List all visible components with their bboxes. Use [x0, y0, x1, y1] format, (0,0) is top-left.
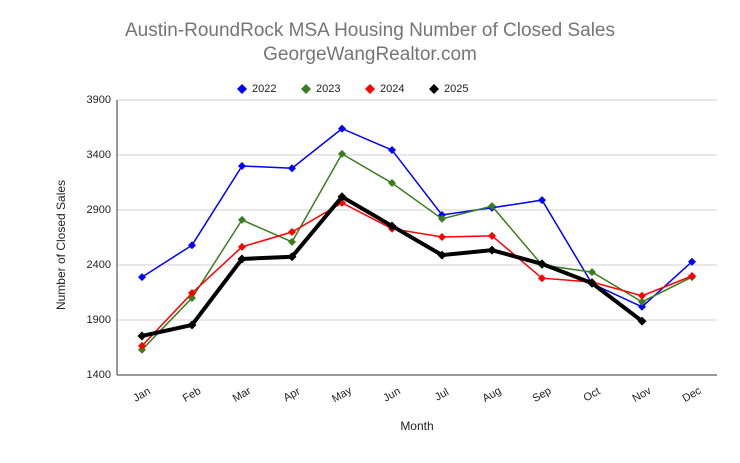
legend-label: 2024 — [380, 83, 404, 95]
data-point — [637, 316, 647, 326]
legend-marker — [365, 84, 375, 94]
data-point — [688, 272, 696, 280]
data-point — [238, 162, 246, 170]
data-point — [338, 124, 346, 133]
y-tick-label: 3900 — [87, 94, 111, 106]
data-point — [337, 192, 347, 202]
x-tick-label: Apr — [282, 385, 303, 404]
series-line — [141, 194, 644, 338]
data-point — [188, 289, 196, 298]
legend-marker — [301, 84, 311, 94]
data-point — [438, 214, 446, 223]
x-tick-label: Nov — [630, 385, 653, 405]
data-point — [338, 149, 346, 158]
legend-label: 2025 — [444, 83, 468, 95]
data-point — [437, 250, 447, 260]
x-tick-label: Jan — [131, 385, 152, 404]
data-point — [487, 245, 497, 255]
data-point — [137, 331, 147, 341]
data-point — [638, 302, 646, 311]
x-tick-label: Aug — [480, 385, 503, 405]
x-tick-label: Sep — [530, 385, 553, 405]
x-tick-label: Jun — [381, 385, 402, 404]
y-tick-label: 3400 — [87, 149, 111, 161]
data-point — [238, 215, 246, 224]
x-tick-label: Mar — [231, 385, 254, 405]
y-axis-label: Number of Closed Sales — [54, 180, 68, 310]
y-tick-label: 1400 — [87, 369, 111, 381]
y-tick-label: 2400 — [87, 259, 111, 271]
data-point — [638, 297, 646, 306]
chart-title: Austin-RoundRock MSA Housing Number of C… — [125, 20, 615, 41]
data-point — [138, 341, 146, 350]
x-tick-label: Jul — [433, 386, 451, 403]
data-point — [387, 221, 397, 231]
data-point — [237, 254, 247, 264]
data-point — [488, 231, 496, 240]
data-point — [138, 273, 146, 282]
data-point — [538, 196, 546, 205]
x-tick-label: May — [330, 384, 354, 405]
data-point — [187, 320, 197, 330]
x-tick-label: Dec — [680, 385, 703, 405]
data-point — [388, 146, 396, 155]
x-tick-label: Oct — [582, 385, 603, 404]
data-point — [537, 259, 547, 269]
series-line — [141, 152, 693, 351]
data-point — [638, 291, 646, 300]
data-point — [488, 202, 496, 211]
legend-label: 2022 — [252, 83, 276, 95]
data-point — [538, 274, 546, 283]
legend-marker — [429, 84, 439, 94]
x-axis-label: Month — [400, 419, 433, 433]
legend-label: 2023 — [316, 83, 340, 95]
data-point — [587, 278, 597, 288]
data-point — [288, 228, 296, 236]
y-tick-label: 2900 — [87, 204, 111, 216]
x-tick-label: Feb — [181, 385, 203, 405]
data-point — [688, 257, 696, 266]
y-tick-label: 1900 — [87, 314, 111, 326]
data-point — [388, 179, 396, 188]
series-line — [141, 201, 693, 347]
data-point — [288, 164, 296, 173]
legend-marker — [237, 84, 247, 94]
data-point — [287, 252, 297, 262]
data-point — [238, 242, 246, 251]
data-point — [438, 232, 446, 241]
chart-subtitle: GeorgeWangRealtor.com — [263, 44, 477, 65]
data-point — [288, 237, 296, 246]
data-point — [588, 268, 596, 277]
data-point — [188, 241, 196, 250]
